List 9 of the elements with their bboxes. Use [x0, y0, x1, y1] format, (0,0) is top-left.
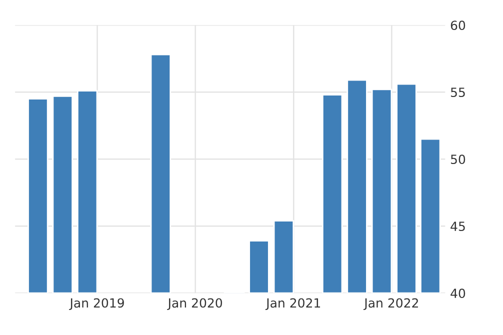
y-tick-label: 40	[450, 288, 466, 298]
y-tick-label: 50	[450, 154, 466, 164]
y-tick-label: 60	[450, 20, 466, 30]
x-tick-label: Jan 2021	[265, 298, 320, 310]
x-tick-label: Jan 2022	[364, 298, 418, 310]
y-tick-label: 55	[450, 88, 465, 98]
x-tick-label: Jan 2020	[167, 298, 222, 310]
y-tick-label: 45	[450, 222, 465, 232]
x-tick-label: Jan 2019	[69, 298, 124, 310]
